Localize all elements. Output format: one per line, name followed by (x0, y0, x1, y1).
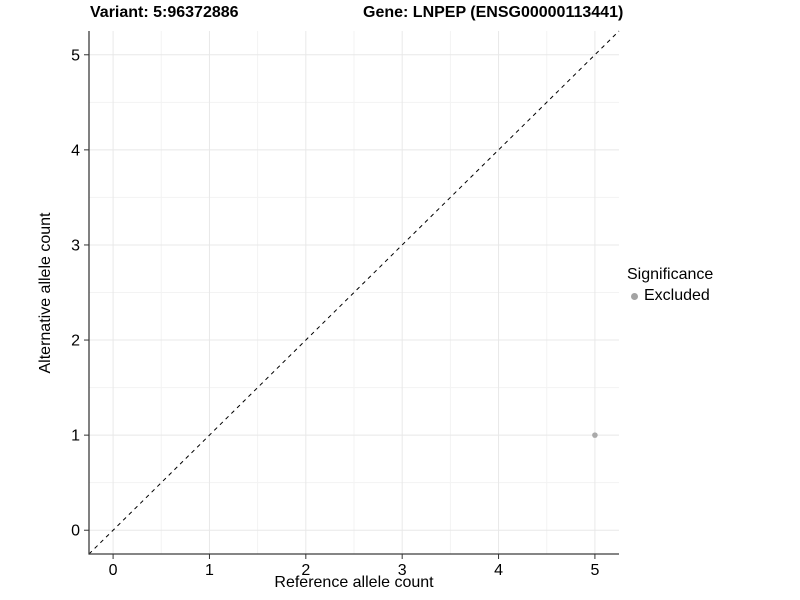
x-axis-label: Reference allele count (274, 574, 434, 591)
svg-text:1: 1 (205, 562, 214, 579)
excluded-point-icon (631, 292, 638, 300)
y-axis-label: Alternative allele count (37, 212, 54, 374)
svg-text:5: 5 (71, 47, 80, 64)
svg-text:0: 0 (71, 523, 80, 540)
legend-item-label: Excluded (644, 287, 710, 304)
svg-text:4: 4 (71, 142, 80, 159)
legend: Significance Excluded (627, 266, 713, 305)
svg-text:0: 0 (109, 562, 118, 579)
svg-text:1: 1 (71, 428, 80, 445)
gene-title: Gene: LNPEP (ENSG00000113441) (363, 4, 624, 21)
svg-text:5: 5 (590, 562, 599, 579)
svg-text:3: 3 (398, 562, 407, 579)
svg-text:2: 2 (301, 562, 310, 579)
legend-title: Significance (627, 266, 714, 283)
legend-item-excluded: Excluded (627, 287, 713, 305)
svg-text:3: 3 (71, 237, 80, 254)
variant-title: Variant: 5:96372886 (90, 4, 239, 21)
svg-text:4: 4 (494, 562, 503, 579)
svg-text:2: 2 (71, 333, 80, 350)
